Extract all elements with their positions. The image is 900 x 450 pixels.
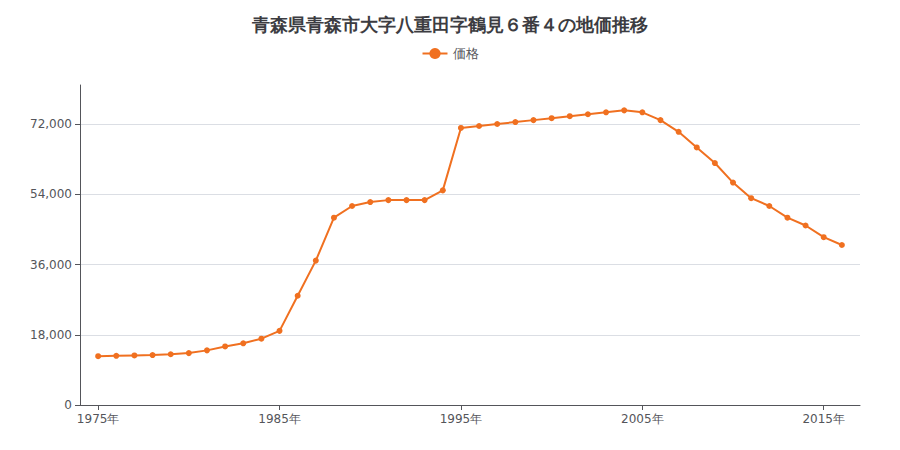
svg-text:青森県青森市大字八重田字鶴見６番４の地価推移: 青森県青森市大字八重田字鶴見６番４の地価推移 [251,14,648,35]
svg-text:1985年: 1985年 [258,412,301,426]
svg-text:18,000: 18,000 [30,328,72,342]
svg-text:価格: 価格 [453,46,479,61]
svg-text:72,000: 72,000 [30,117,72,131]
svg-text:1975年: 1975年 [77,412,120,426]
svg-text:0: 0 [64,398,72,412]
svg-text:36,000: 36,000 [30,258,72,272]
svg-text:2015年: 2015年 [802,412,845,426]
svg-text:1995年: 1995年 [440,412,483,426]
svg-text:54,000: 54,000 [30,187,72,201]
svg-text:2005年: 2005年 [621,412,664,426]
